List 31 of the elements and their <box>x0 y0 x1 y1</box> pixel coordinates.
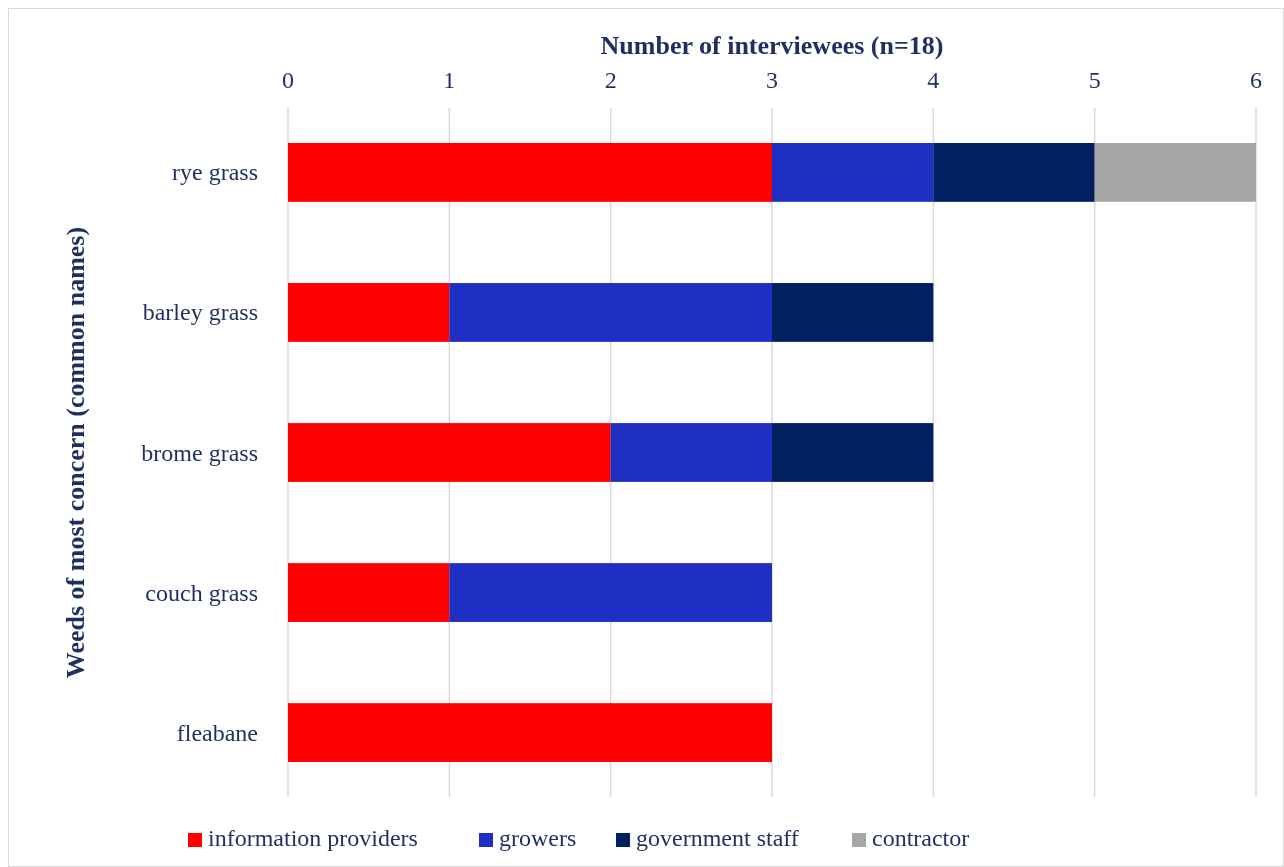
y-tick-label: rye grass <box>172 159 258 186</box>
bar <box>772 283 934 342</box>
bar <box>288 563 450 622</box>
x-tick-label: 3 <box>766 67 778 93</box>
bar <box>288 143 772 202</box>
bar <box>449 283 772 342</box>
bar <box>288 423 611 482</box>
x-tick-label: 6 <box>1250 67 1262 93</box>
legend-label: growers <box>499 825 577 851</box>
x-axis-title: Number of interviewees (n=18) <box>600 31 944 60</box>
y-tick-label: brome grass <box>141 439 258 466</box>
legend-label: government staff <box>636 825 799 851</box>
y-tick-label: fleabane <box>176 719 258 746</box>
bar <box>933 143 1095 202</box>
x-tick-label: 2 <box>604 67 617 93</box>
bar <box>449 563 772 622</box>
bar <box>772 143 934 202</box>
legend-label: information providers <box>208 825 418 851</box>
bar <box>288 703 772 762</box>
bar <box>288 283 450 342</box>
x-tick-label: 4 <box>927 67 940 93</box>
y-tick-label: barley grass <box>142 299 258 326</box>
x-tick-label: 1 <box>443 67 456 93</box>
bar <box>610 423 772 482</box>
x-tick-label: 0 <box>282 67 294 93</box>
bar <box>772 423 934 482</box>
y-tick-label: couch grass <box>145 579 258 606</box>
legend-label: contractor <box>872 825 970 851</box>
y-axis-title: Weeds of most concern (common names) <box>61 226 90 679</box>
bar <box>1094 143 1256 202</box>
x-tick-label: 5 <box>1088 67 1101 93</box>
